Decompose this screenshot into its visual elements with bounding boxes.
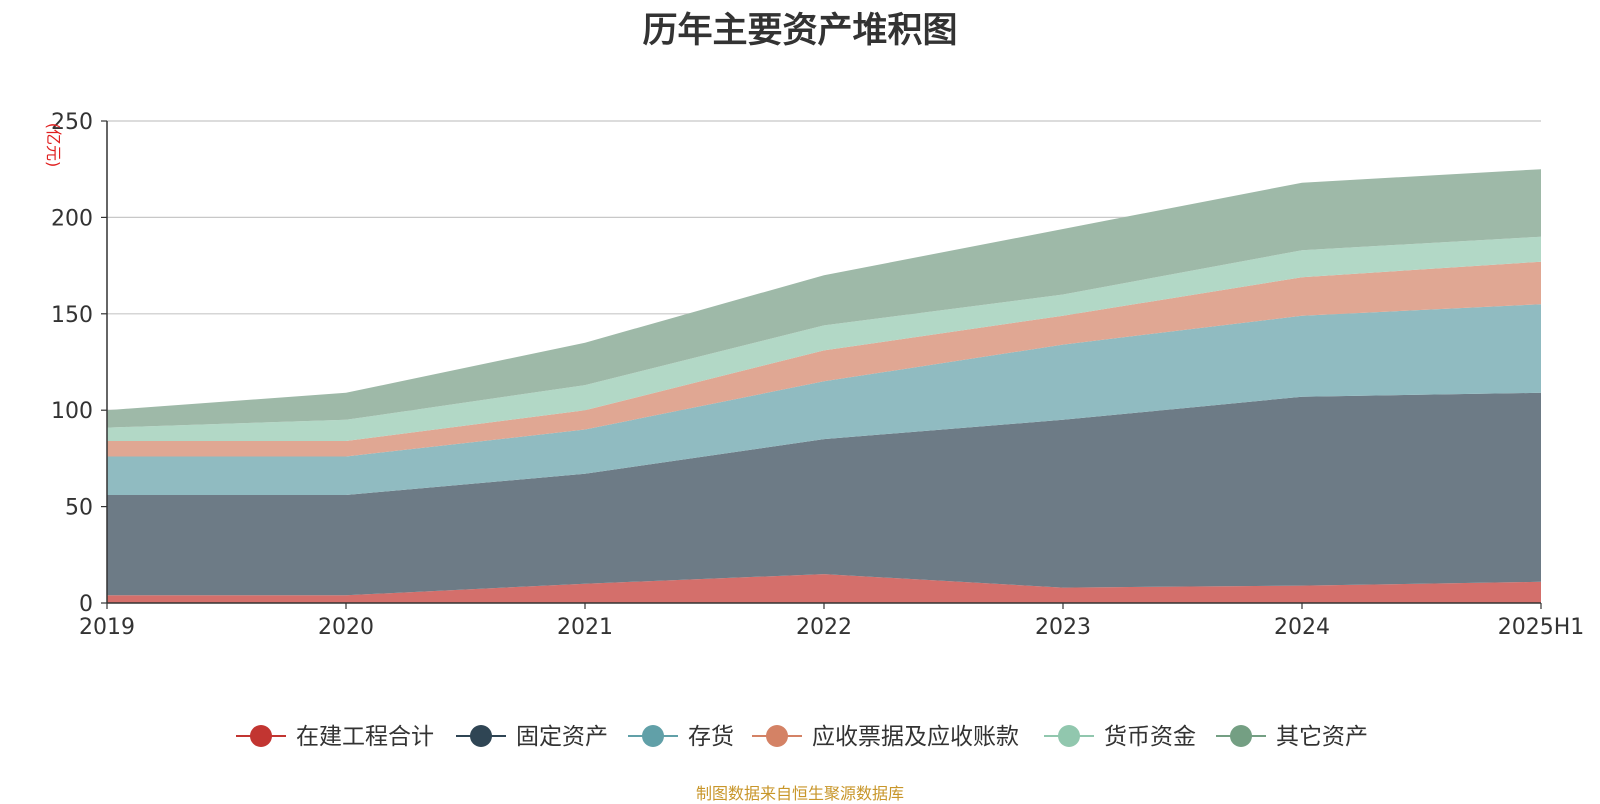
x-tick-label: 2019 [79,615,135,640]
area-series-3 [107,304,1541,495]
legend-label: 应收票据及应收账款 [812,724,1019,750]
area-series-4 [107,261,1541,457]
legend-dot-icon [470,725,492,747]
area-series-1 [107,574,1541,603]
area-series-6 [107,169,1541,428]
x-tick-label: 2023 [1035,615,1091,640]
x-tick-label: 2024 [1274,615,1330,640]
legend-dot-icon [250,725,272,747]
legend-label: 其它资产 [1276,724,1368,750]
legend: 在建工程合计 固定资产 存货 应收票据及应收账款 货币资金 其它资产 [236,724,1368,750]
legend-label: 货币资金 [1104,724,1196,750]
y-tick-label: 250 [51,110,93,135]
y-tick-label: 50 [65,496,93,521]
area-series-2 [107,392,1541,596]
legend-label: 在建工程合计 [296,724,434,750]
legend-dot-icon [766,725,788,747]
area-series-5 [107,236,1541,441]
legend-label: 存货 [688,724,734,750]
legend-item-2[interactable]: 固定资产 [456,724,608,750]
legend-label: 固定资产 [516,724,608,750]
legend-item-3[interactable]: 存货 [628,724,734,750]
source-note: 制图数据来自恒生聚源数据库 [695,784,904,803]
legend-item-5[interactable]: 货币资金 [1044,724,1196,750]
x-tick-label: 2021 [557,615,613,640]
area-series [107,169,1541,603]
y-tick-label: 0 [79,592,93,617]
legend-item-4[interactable]: 应收票据及应收账款 [752,724,1019,750]
x-tick-label: 2022 [796,615,852,640]
legend-dot-icon [1058,725,1080,747]
y-tick-label: 150 [51,303,93,328]
y-tick-label: 200 [51,206,93,231]
legend-dot-icon [1230,725,1252,747]
y-tick-label: 100 [51,399,93,424]
x-tick-label: 2020 [318,615,374,640]
x-tick-label: 2025H1 [1498,615,1585,640]
legend-item-1[interactable]: 在建工程合计 [236,724,434,750]
legend-dot-icon [642,725,664,747]
legend-item-6[interactable]: 其它资产 [1216,724,1368,750]
chart-title: 历年主要资产堆积图 [642,11,958,51]
y-axis-unit-label: (亿元) [44,123,63,168]
axes: 0 50 100 150 200 250 2019 2020 2021 2022 2023 2024 2… [51,110,1584,640]
